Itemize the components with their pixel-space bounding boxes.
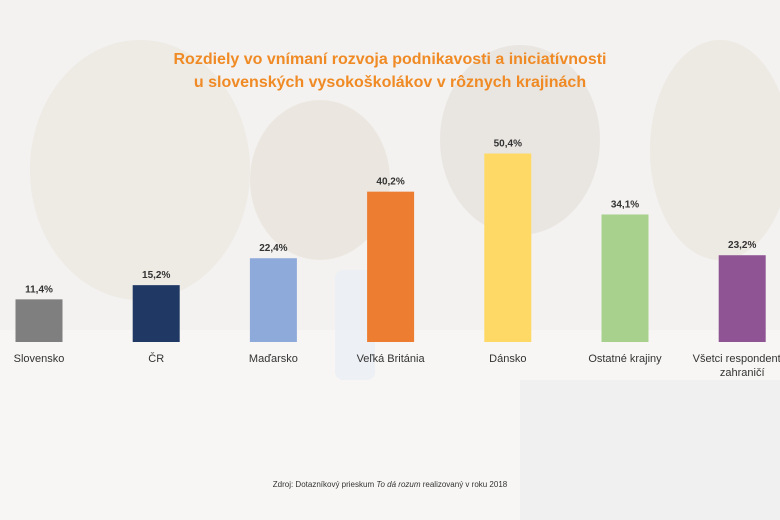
category-label-2: Maďarsko xyxy=(249,353,298,365)
bar-0 xyxy=(15,299,63,342)
bar-6 xyxy=(718,255,766,342)
value-label-1: 15,2% xyxy=(142,270,170,281)
bar-3 xyxy=(367,191,415,342)
source-survey-name: To dá rozum xyxy=(376,480,421,489)
category-label-3: Veľká Británia xyxy=(357,353,426,365)
value-label-4: 50,4% xyxy=(494,139,522,150)
chart-title-line-2: u slovenských vysokoškolákov v rôznych k… xyxy=(193,74,587,91)
value-label-3: 40,2% xyxy=(376,177,404,188)
chart-title-line-1: Rozdiely vo vnímaní rozvoja podnikavosti… xyxy=(173,51,607,68)
category-label-1: ČR xyxy=(148,352,164,365)
bar-5 xyxy=(601,214,649,342)
value-label-5: 34,1% xyxy=(611,199,639,210)
value-label-2: 22,4% xyxy=(259,243,287,254)
chart-title: Rozdiely vo vnímaní rozvoja podnikavosti… xyxy=(90,48,690,94)
source-note: Zdroj: Dotazníkový prieskum To dá rozum … xyxy=(0,480,780,489)
bar-1 xyxy=(132,285,180,342)
category-label-5: Ostatné krajiny xyxy=(588,353,662,365)
value-label-0: 11,4% xyxy=(25,284,53,295)
category-label-6: Všetci respondenti vzahraničí xyxy=(693,353,780,379)
category-label-4: Dánsko xyxy=(489,353,526,365)
source-prefix: Zdroj: Dotazníkový prieskum xyxy=(272,480,377,489)
category-label-0: Slovensko xyxy=(14,353,65,365)
bar-2 xyxy=(249,258,297,342)
bar-4 xyxy=(484,153,532,342)
source-suffix: realizovaný v roku 2018 xyxy=(420,480,508,489)
value-label-6: 23,2% xyxy=(728,240,756,251)
